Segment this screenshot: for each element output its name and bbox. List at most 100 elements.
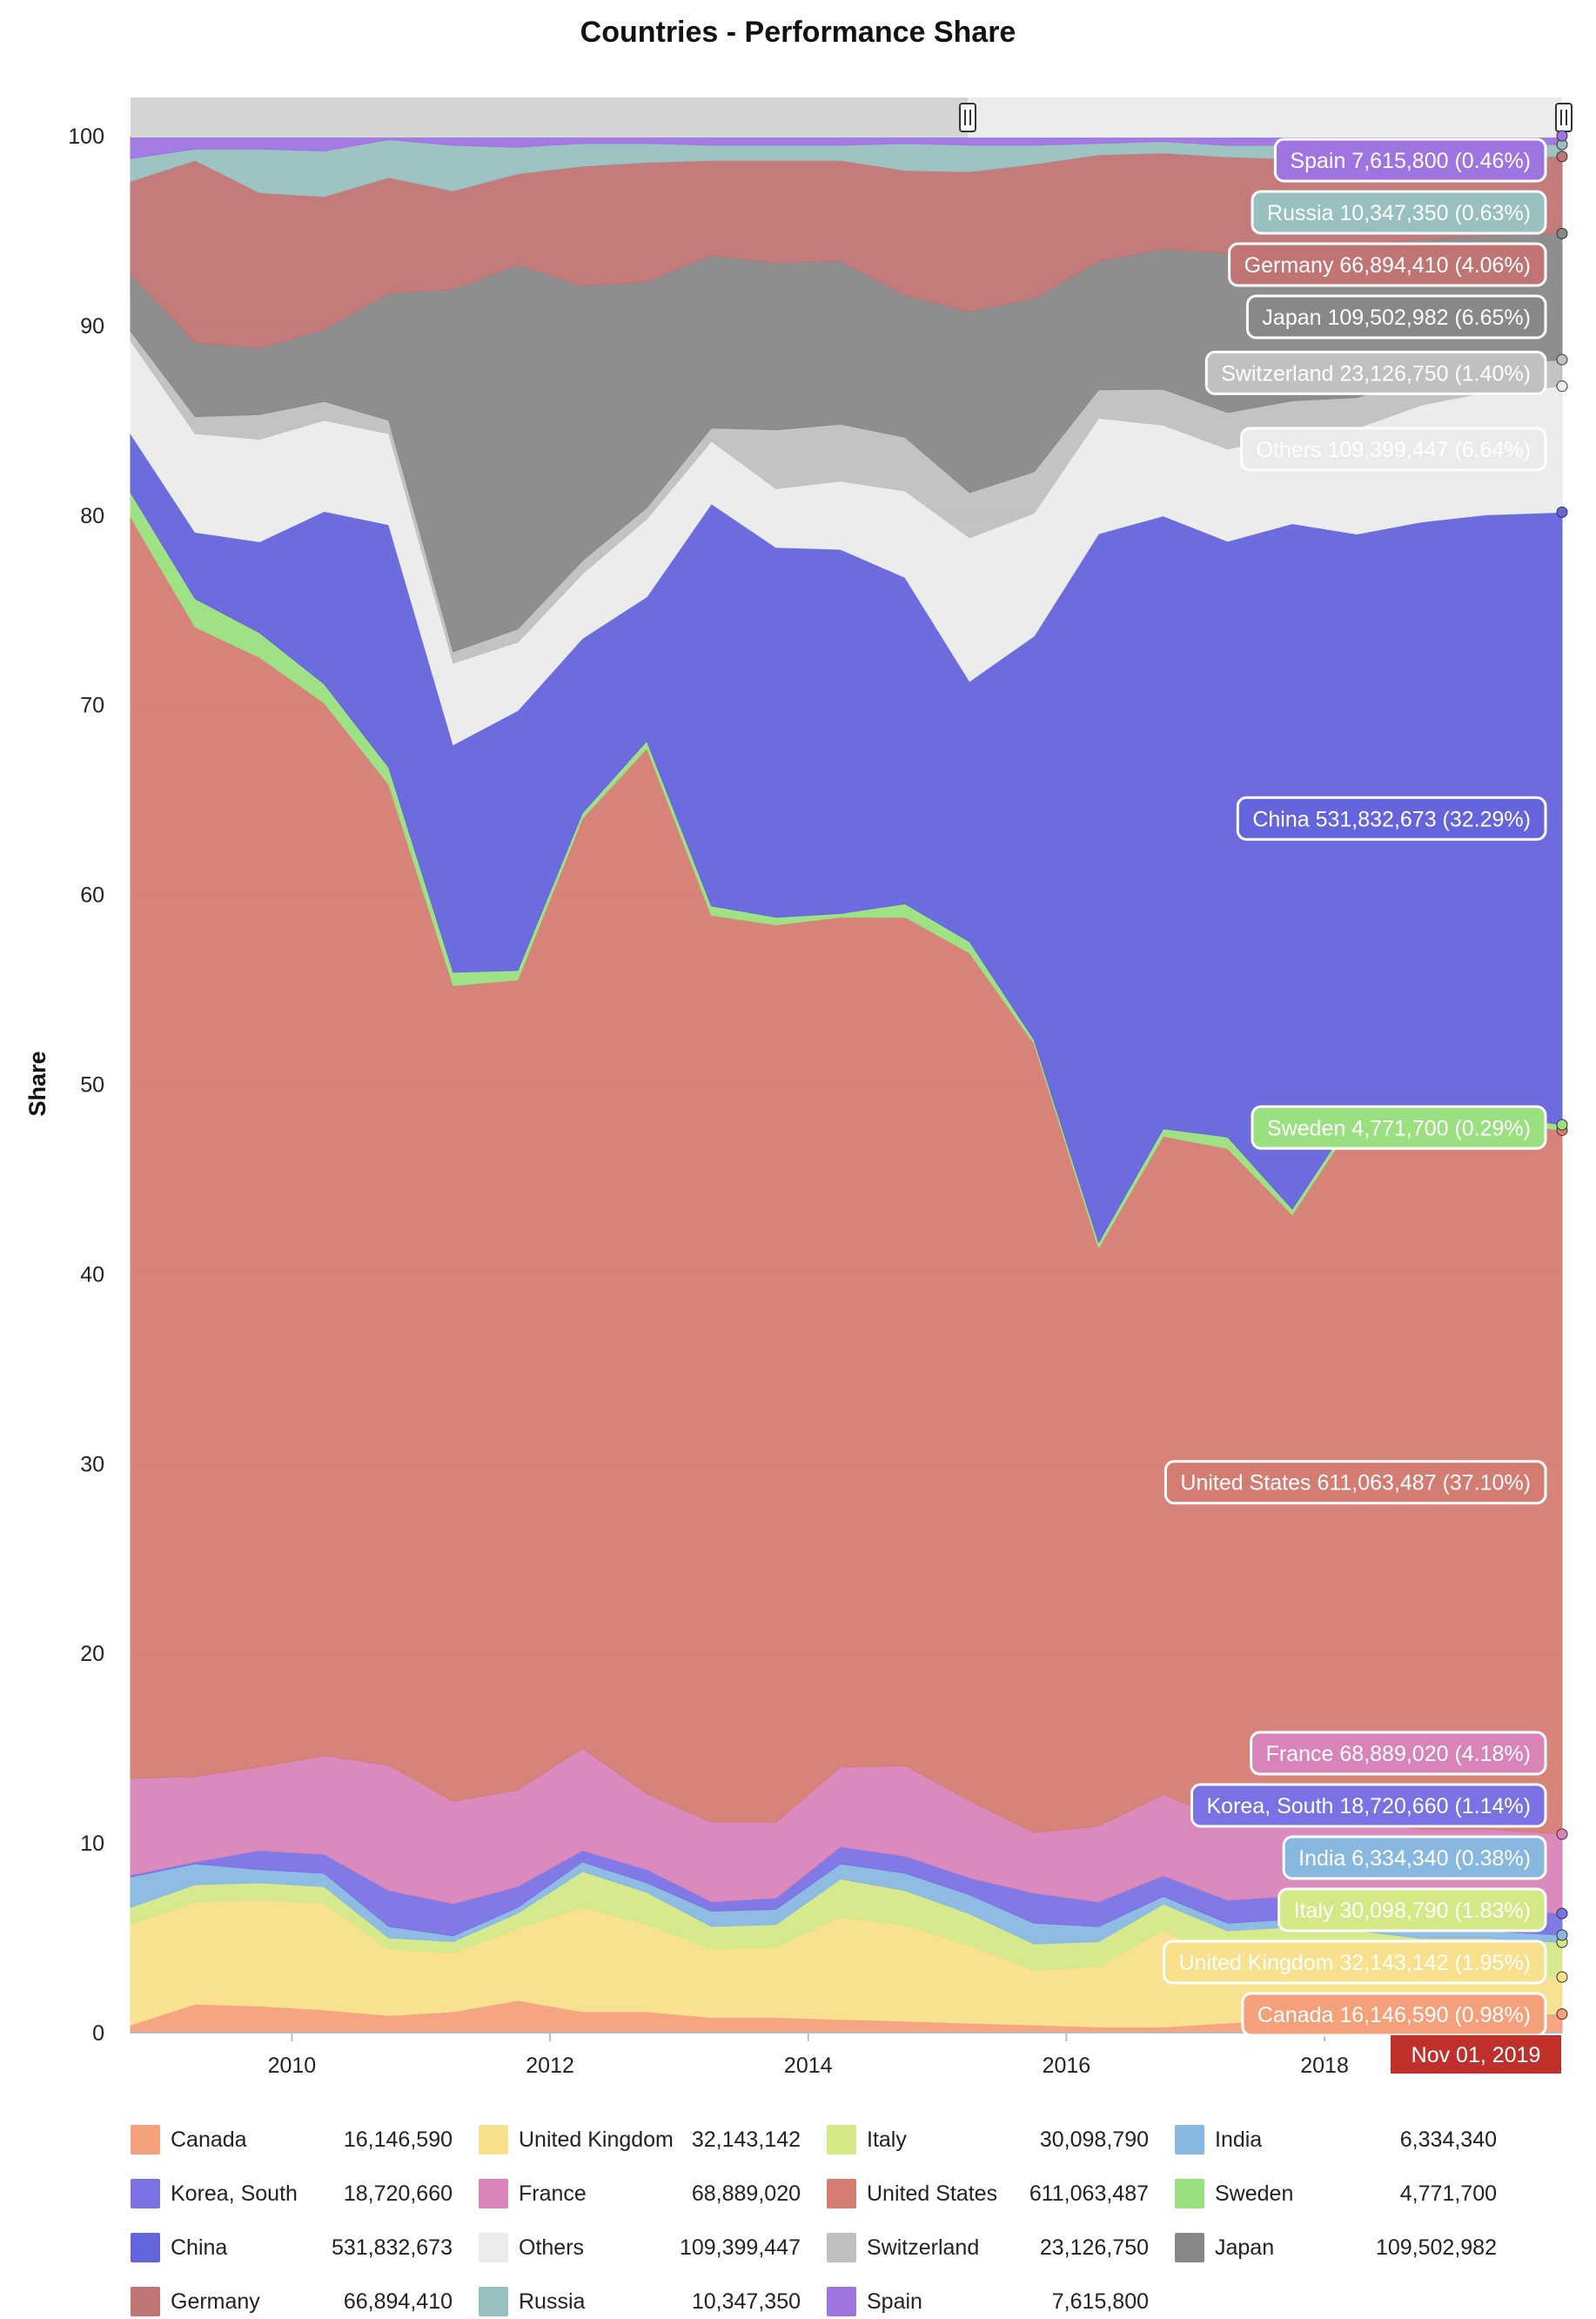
tooltip-united-kingdom: United Kingdom 32,143,142 (1.95%) [1163,1939,1547,1985]
end-marker-switzerland [1556,353,1568,366]
tooltip-canada: Canada 16,146,590 (0.98%) [1241,1992,1547,2037]
tooltip-china: China 531,832,673 (32.29%) [1236,796,1547,841]
x-tick-label: 2010 [268,2053,317,2078]
legend-item-italy[interactable]: Italy 30,098,790 [827,2122,1149,2157]
y-tick-label: 50 [80,1073,104,1098]
tooltip-label: Italy 30,098,790 (1.83%) [1294,1899,1531,1923]
legend-item-china[interactable]: China 531,832,673 [131,2230,453,2265]
chart-title: Countries - Performance Share [580,16,1016,49]
legend-value: 6,334,340 [1399,2127,1497,2152]
legend-value: 109,502,982 [1375,2235,1497,2260]
legend-name: Sweden [1215,2181,1294,2206]
legend-item-india[interactable]: India 6,334,340 [1175,2122,1497,2157]
tooltip-russia: Russia 10,347,350 (0.63%) [1251,190,1547,235]
legend-item-switzerland[interactable]: Switzerland 23,126,750 [827,2230,1149,2265]
y-tick-label: 40 [80,1262,104,1287]
legend-name: United States [867,2181,998,2206]
legend-swatch [131,2233,160,2262]
x-tick-label: 2016 [1043,2053,1091,2078]
legend-value: 531,832,673 [331,2235,453,2260]
end-marker-spain [1556,130,1568,142]
y-tick-label: 70 [80,694,104,718]
tooltip-label: United Kingdom 32,143,142 (1.95%) [1179,1951,1531,1975]
tooltip-label: India 6,334,340 (0.38%) [1298,1846,1531,1871]
legend-swatch [479,2287,508,2316]
legend-item-korea-south[interactable]: Korea, South 18,720,660 [131,2176,453,2211]
tooltip-label: Switzerland 23,126,750 (1.40%) [1221,361,1531,386]
legend-swatch [479,2179,508,2208]
legend-item-canada[interactable]: Canada 16,146,590 [131,2122,453,2157]
tooltip-label: Spain 7,615,800 (0.46%) [1290,149,1531,173]
legend-name: Canada [171,2127,247,2152]
legend-name: Japan [1215,2235,1275,2260]
end-marker-germany [1556,151,1568,163]
legend-item-spain[interactable]: Spain 7,615,800 [827,2284,1149,2319]
tooltip-india: India 6,334,340 (0.38%) [1282,1835,1547,1880]
legend-swatch [131,2125,160,2154]
tooltip-italy: Italy 30,098,790 (1.83%) [1277,1887,1547,1932]
navigator-handle-right[interactable] [1555,103,1573,132]
end-marker-united-kingdom [1556,1971,1568,1983]
tooltip-united-states: United States 611,063,487 (37.10%) [1163,1460,1547,1505]
legend-swatch [827,2287,856,2316]
end-marker-india [1556,1929,1568,1941]
legend-swatch [827,2125,856,2154]
legend-swatch [1175,2125,1204,2154]
legend-item-japan[interactable]: Japan 109,502,982 [1175,2230,1497,2265]
tooltip-label: France 68,889,020 (4.18%) [1266,1742,1531,1766]
tooltip-spain: Spain 7,615,800 (0.46%) [1273,138,1547,183]
area-series-group[interactable] [130,135,1563,2033]
legend-item-france[interactable]: France 68,889,020 [479,2176,801,2211]
legend-swatch [827,2179,856,2208]
crosshair-label: Nov 01, 2019 [1391,2035,1561,2074]
legend-swatch [1175,2179,1204,2208]
legend-item-sweden[interactable]: Sweden 4,771,700 [1175,2176,1497,2211]
legend-swatch [479,2125,508,2154]
x-tick-label: 2012 [526,2053,574,2078]
legend-value: 109,399,447 [679,2235,801,2260]
tooltip-label: Canada 16,146,590 (0.98%) [1257,2003,1531,2027]
y-tick-label: 10 [80,1832,104,1856]
legend-name: China [171,2235,228,2260]
tooltip-korea-south: Korea, South 18,720,660 (1.14%) [1190,1783,1547,1828]
end-marker-others [1556,380,1568,393]
legend-name: Korea, South [171,2181,298,2206]
tooltip-label: Sweden 4,771,700 (0.29%) [1267,1116,1531,1140]
y-tick-label: 90 [80,314,104,339]
x-tick-label: 2018 [1300,2053,1349,2078]
series-end-markers [1556,130,1568,2020]
legend-item-others[interactable]: Others 109,399,447 [479,2230,801,2265]
legend-item-germany[interactable]: Germany 66,894,410 [131,2284,453,2319]
legend-name: France [519,2181,587,2206]
range-navigator[interactable] [131,97,1573,138]
legend-name: India [1215,2127,1263,2152]
end-marker-france [1556,1828,1568,1840]
legend-item-united-states[interactable]: United States 611,063,487 [827,2176,1149,2211]
legend-value: 32,143,142 [691,2127,801,2152]
tooltip-label: United States 611,063,487 (37.10%) [1180,1471,1531,1496]
legend-value: 16,146,590 [343,2127,453,2152]
legend-value: 30,098,790 [1039,2127,1149,2152]
tooltip-switzerland: Switzerland 23,126,750 (1.40%) [1204,350,1547,395]
navigator-handle-left[interactable] [959,103,976,132]
legend-item-russia[interactable]: Russia 10,347,350 [479,2284,801,2319]
tooltip-sweden: Sweden 4,771,700 (0.29%) [1251,1105,1547,1150]
y-axis-label: Share [24,1051,50,1116]
legend-value: 68,889,020 [691,2181,801,2206]
crosshair-date-box [1391,2035,1561,2074]
legend-value: 4,771,700 [1399,2181,1497,2206]
legend-name: United Kingdom [519,2127,674,2152]
legend-swatch [479,2233,508,2262]
y-tick-label: 0 [92,2021,104,2046]
crosshair-date: Nov 01, 2019 [1412,2043,1541,2067]
x-tick-label: 2014 [784,2053,833,2078]
legend-swatch [131,2287,160,2316]
end-marker-china [1556,506,1568,518]
tooltip-label: Others 109,399,447 (6.64%) [1257,438,1531,462]
legend-item-united-kingdom[interactable]: United Kingdom 32,143,142 [479,2122,801,2157]
legend-value: 23,126,750 [1039,2235,1149,2260]
axes: 0 10 20 30 40 50 60 70 80 90 100 2010 2012 2014 2016 20… [68,124,1562,2078]
legend-swatch [1175,2233,1204,2262]
legend-value: 18,720,660 [343,2181,453,2206]
